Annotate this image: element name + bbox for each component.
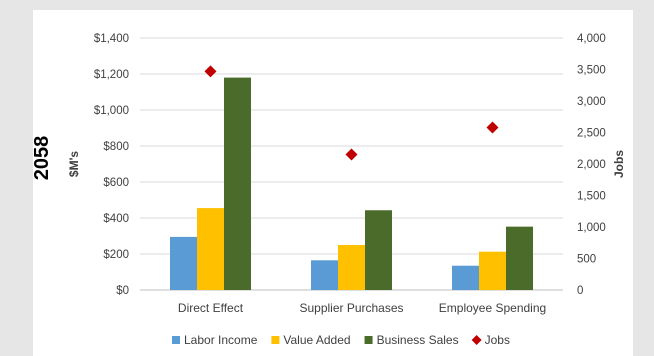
legend-swatch bbox=[364, 336, 373, 344]
y-tick-label: $1,000 bbox=[94, 105, 129, 117]
bar-labor-income bbox=[170, 236, 197, 290]
legend-label: Jobs bbox=[485, 333, 510, 347]
chart-panel bbox=[33, 10, 633, 356]
axes: $0 $200 $400 $600 $800 $1,000 $1,200 $1,400 0 500… bbox=[94, 33, 606, 315]
y2-tick-label: 500 bbox=[577, 254, 596, 266]
y2-tick-label: 3,000 bbox=[577, 96, 606, 108]
legend-label: Business Sales bbox=[377, 333, 459, 347]
y2-tick-label: 1,000 bbox=[577, 222, 606, 234]
bar-value-added bbox=[338, 245, 365, 290]
x-tick-label: Supplier Purchases bbox=[299, 301, 403, 315]
jobs-marker bbox=[345, 148, 358, 161]
bar-value-added bbox=[197, 208, 224, 290]
legend-swatch bbox=[172, 336, 180, 344]
bar-labor-income bbox=[311, 260, 338, 290]
bar-business-sales bbox=[224, 77, 251, 290]
y2-axis-label: Jobs bbox=[612, 150, 626, 178]
y2-tick-label: 2,000 bbox=[577, 159, 606, 171]
y2-tick-label: 3,500 bbox=[577, 65, 606, 77]
y-tick-label: $0 bbox=[116, 285, 129, 297]
legend-label: Labor Income bbox=[184, 333, 258, 347]
y-tick-label: $600 bbox=[103, 177, 129, 189]
legend: Labor Income Value Added Business Sales Job… bbox=[172, 333, 510, 347]
bar-business-sales bbox=[365, 210, 392, 290]
x-tick-label: Direct Effect bbox=[178, 301, 244, 315]
y-tick-label: $1,200 bbox=[94, 69, 129, 81]
jobs-markers bbox=[204, 65, 499, 161]
y-tick-label: $1,400 bbox=[94, 33, 129, 45]
legend-label: Value Added bbox=[283, 333, 350, 347]
y2-tick-label: 1,500 bbox=[577, 191, 606, 203]
legend-swatch bbox=[271, 336, 280, 344]
bar-business-sales bbox=[506, 226, 533, 290]
jobs-marker bbox=[486, 121, 499, 134]
y-tick-label: $800 bbox=[103, 141, 129, 153]
y-tick-label: $400 bbox=[103, 213, 129, 225]
x-tick-label: Employee Spending bbox=[439, 301, 546, 315]
y-tick-label: $200 bbox=[103, 249, 129, 261]
bar-value-added bbox=[479, 251, 506, 290]
y2-tick-label: 4,000 bbox=[577, 33, 606, 45]
y2-tick-label: 0 bbox=[577, 285, 583, 297]
legend-swatch bbox=[471, 335, 482, 345]
y-axis-label: $M's bbox=[67, 151, 81, 178]
jobs-marker bbox=[204, 65, 217, 78]
y2-tick-label: 2,500 bbox=[577, 128, 606, 140]
bars bbox=[170, 77, 533, 290]
year-label: 2058 bbox=[31, 136, 53, 181]
bar-labor-income bbox=[452, 265, 479, 290]
